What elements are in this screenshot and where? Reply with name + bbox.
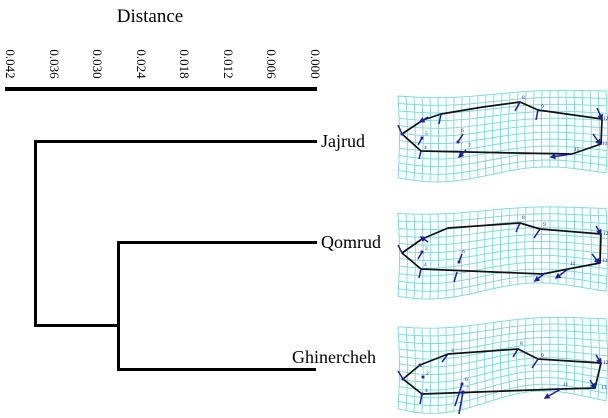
svg-text:12: 12 (603, 116, 608, 122)
svg-text:13: 13 (602, 258, 608, 264)
svg-text:8: 8 (520, 341, 523, 347)
axis-line (5, 87, 317, 91)
svg-text:4: 4 (425, 388, 428, 394)
svg-text:12: 12 (603, 360, 608, 366)
leaf-label-qomrud: Qomrud (321, 232, 381, 252)
svg-text:12: 12 (603, 231, 608, 237)
leaf-label-ghinercheh: Ghinercheh (292, 347, 376, 367)
axis-tick-label: 0.018 (177, 49, 193, 79)
branch-ghinercheh (117, 368, 316, 371)
svg-text:6: 6 (461, 128, 464, 134)
svg-text:11: 11 (574, 147, 580, 153)
jajrud-deformation-grid: 4 5 6 7 8 9 11 12 13 (397, 89, 608, 183)
svg-text:7: 7 (466, 386, 469, 392)
svg-text:9: 9 (543, 222, 546, 228)
svg-text:6: 6 (465, 377, 468, 383)
svg-text:5: 5 (425, 131, 428, 137)
svg-text:13: 13 (601, 385, 607, 391)
branch-qomrud (117, 241, 317, 244)
axis-tick-label: 0.030 (90, 49, 106, 79)
ghinercheh-deformation-grid: 2 3 4 6 7 8 9 11 12 13 (397, 316, 608, 415)
svg-text:2: 2 (425, 246, 428, 252)
svg-text:9: 9 (541, 104, 544, 110)
axis-tick-label: 0.042 (3, 49, 18, 79)
svg-text:4: 4 (424, 262, 427, 268)
svg-text:13: 13 (602, 141, 608, 147)
axis-tick-label: 0.024 (133, 49, 149, 79)
svg-text:8: 8 (522, 95, 525, 101)
root-vertical (34, 140, 37, 327)
svg-text:11: 11 (570, 261, 576, 267)
axis-tick-label: 0.012 (220, 49, 236, 79)
axis-tick-label: 0.036 (46, 49, 62, 79)
svg-text:9: 9 (541, 353, 544, 359)
svg-text:4: 4 (424, 145, 427, 151)
axis-tick-label: 0.006 (264, 49, 280, 79)
svg-text:6: 6 (462, 249, 465, 255)
svg-text:11: 11 (563, 382, 569, 388)
qomrud-deformation-grid: 2 4 6 8 9 11 12 13 (397, 206, 608, 300)
leaf-label-jajrud: Jajrud (321, 131, 365, 151)
cluster-vertical (117, 241, 120, 371)
svg-text:7: 7 (468, 143, 471, 149)
axis-tick-label: 0.000 (308, 49, 323, 79)
root-connector (34, 324, 120, 327)
svg-text:8: 8 (522, 215, 525, 221)
svg-text:3: 3 (451, 348, 454, 354)
svg-text:2: 2 (426, 371, 429, 377)
axis-title: Distance (116, 6, 184, 27)
branch-jajrud (34, 140, 317, 143)
